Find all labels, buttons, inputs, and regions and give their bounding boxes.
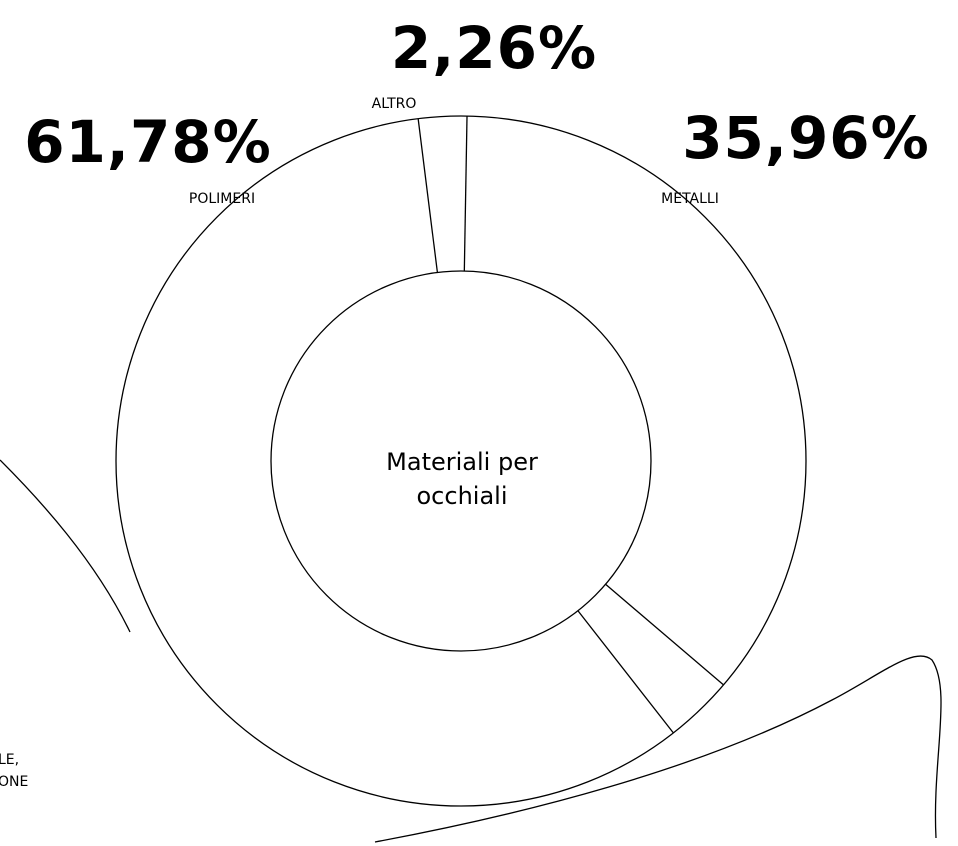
sub-slice-boundary-polimeri-0	[577, 610, 674, 734]
slice-separators	[417, 116, 724, 734]
center-title-line1: Materiali per	[386, 448, 538, 476]
slice-value-altro: 2,26%	[391, 14, 597, 82]
slice-boundary-start-altro	[417, 118, 439, 273]
center-title-line2: occhiali	[417, 482, 508, 510]
connector-curve-right	[374, 655, 942, 843]
outer-ring	[115, 115, 807, 807]
slice-boundary-start-metalli	[463, 116, 468, 272]
connector-curve-left	[0, 459, 131, 633]
slice-label-altro: ALTRO	[372, 96, 417, 112]
cropped-label-line1: LE,	[0, 752, 19, 768]
slice-boundary-start-polimeri	[605, 583, 724, 686]
slice-label-metalli: METALLI	[661, 191, 719, 207]
inner-ring	[270, 270, 652, 652]
slice-value-metalli: 35,96%	[682, 104, 930, 172]
slice-label-polimeri: POLIMERI	[189, 191, 255, 207]
slice-value-polimeri: 61,78%	[24, 108, 272, 176]
cropped-label-line2: ONE	[0, 774, 28, 790]
